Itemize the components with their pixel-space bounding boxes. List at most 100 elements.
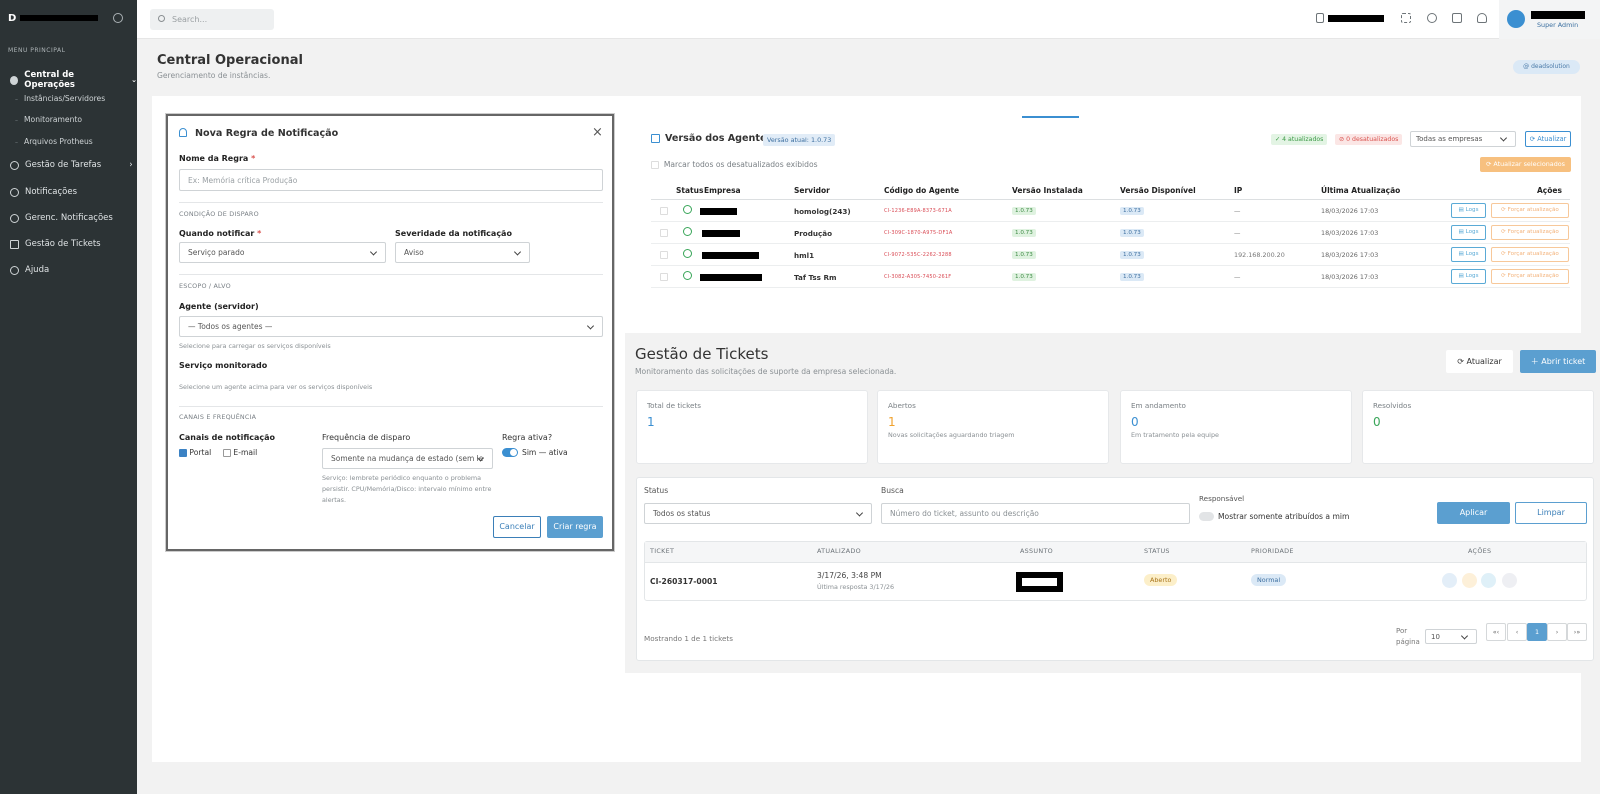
row-checkbox[interactable] — [660, 207, 668, 215]
ticket-id[interactable]: CI-260317-0001 — [650, 577, 718, 586]
logs-button[interactable]: ▤ Logs — [1451, 269, 1486, 284]
apply-filter-button[interactable]: Aplicar — [1437, 502, 1510, 524]
channel-portal-checkbox[interactable]: Portal — [179, 448, 211, 457]
active-label: Regra ativa? — [502, 433, 553, 442]
sidebar-item-ajuda[interactable]: Ajuda — [10, 265, 49, 275]
rule-name-input[interactable]: Ex: Memória crítica Produção — [179, 169, 603, 191]
search-input[interactable]: Search... — [150, 9, 274, 30]
logs-button[interactable]: ▤ Logs — [1451, 247, 1486, 262]
moon-icon[interactable] — [1427, 13, 1437, 23]
page-1-button[interactable]: 1 — [1527, 623, 1547, 641]
user-menu[interactable]: Super Admin — [1499, 0, 1600, 39]
col-codigo: Código do Agente — [884, 186, 960, 195]
checkbox[interactable] — [223, 449, 231, 457]
prev-page-button[interactable]: ‹ — [1507, 623, 1527, 641]
force-update-button[interactable]: ⟳ Forçar atualização — [1491, 269, 1569, 284]
logs-button[interactable]: ▤ Logs — [1451, 225, 1486, 240]
topbar: Search... Super Admin — [137, 0, 1600, 39]
status-select[interactable]: Todos os status — [644, 503, 872, 524]
chevron-down-icon — [586, 321, 595, 330]
sidebar-item-arquivos[interactable]: Arquivos Protheus — [15, 137, 93, 146]
ticket-priority-badge: Normal — [1251, 574, 1287, 586]
agent-label: Agente (servidor) — [179, 302, 259, 311]
section-channels: CANAIS E FREQUÊNCIA — [179, 413, 257, 421]
sidebar-toggle-icon[interactable] — [113, 13, 123, 23]
sidebar-item-central-operacoes[interactable]: Central de Operações ⌄ — [10, 70, 137, 90]
last-page-button[interactable]: ›» — [1567, 623, 1587, 641]
tenant-chip[interactable]: @ deadsolution — [1513, 60, 1580, 74]
checkbox[interactable] — [179, 449, 187, 457]
server-name: Produção — [794, 229, 833, 238]
sidebar-item-monitoramento[interactable]: Monitoramento — [15, 115, 82, 124]
sidebar-item-label: Ajuda — [25, 265, 50, 275]
force-update-button[interactable]: ⟳ Forçar atualização — [1491, 247, 1569, 262]
tasks-icon[interactable] — [1452, 13, 1462, 23]
chevron-down-icon — [1499, 134, 1508, 142]
freq-hint: Serviço: lembrete periódico enquanto o p… — [322, 474, 492, 504]
create-rule-button[interactable]: Criar regra — [547, 516, 603, 538]
company-icon[interactable] — [1316, 13, 1324, 23]
first-page-button[interactable]: «‹ — [1486, 623, 1506, 641]
company-filter-select[interactable]: Todas as empresas — [1410, 131, 1516, 147]
force-update-button[interactable]: ⟳ Forçar atualização — [1491, 203, 1569, 218]
user-role: Super Admin — [1537, 21, 1579, 29]
dashboard-icon — [10, 75, 19, 85]
edit-icon[interactable] — [1462, 573, 1477, 588]
section-trigger: CONDIÇÃO DE DISPARO — [179, 210, 259, 218]
sidebar-item-gerenc-notificacoes[interactable]: Gerenc. Notificações — [10, 213, 113, 223]
checkbox[interactable] — [651, 161, 659, 169]
close-icon[interactable]: × — [592, 125, 603, 140]
server-name: hml1 — [794, 251, 815, 260]
agent-code: CI-1236-E89A-8373-671A — [884, 208, 952, 214]
sidebar-item-gestao-tickets[interactable]: Gestão de Tickets — [10, 239, 101, 249]
notification-icon — [10, 187, 19, 197]
update-selected-button[interactable]: ⟳ Atualizar selecionados — [1480, 157, 1571, 172]
col-acoes: Ações — [1537, 186, 1562, 195]
mark-all-checkbox[interactable]: Marcar todos os desatualizados exibidos — [651, 160, 818, 169]
clear-filter-button[interactable]: Limpar — [1515, 502, 1587, 524]
view-icon[interactable] — [1442, 573, 1457, 588]
company-name — [1328, 15, 1384, 22]
cancel-button[interactable]: Cancelar — [493, 516, 541, 538]
fullscreen-icon[interactable] — [1401, 13, 1411, 23]
assigned-to-me-label: Mostrar somente atribuídos a mim — [1218, 512, 1350, 521]
search-icon — [158, 15, 165, 22]
row-checkbox[interactable] — [660, 229, 668, 237]
agent-select[interactable]: — Todos os agentes — — [179, 316, 603, 337]
freq-select[interactable]: Somente na mudança de estado (sem le — [322, 448, 493, 469]
when-select[interactable]: Serviço parado — [179, 242, 386, 263]
avatar — [1507, 10, 1525, 28]
logs-button[interactable]: ▤ Logs — [1451, 203, 1486, 218]
row-checkbox[interactable] — [660, 273, 668, 281]
chevron-down-icon — [855, 508, 864, 517]
open-ticket-button[interactable]: ＋ Abrir ticket — [1520, 350, 1596, 373]
row-checkbox[interactable] — [660, 251, 668, 259]
chevron-down-icon — [513, 247, 522, 256]
sidebar-item-gestao-tarefas[interactable]: Gestão de Tarefas › — [10, 160, 133, 170]
channel-email-checkbox[interactable]: E-mail — [223, 448, 257, 457]
agents-refresh-button[interactable]: ⟳ Atualizar — [1525, 131, 1571, 147]
active-toggle[interactable] — [502, 448, 518, 457]
agents-tab-indicator — [1022, 116, 1079, 118]
ticket-search-input[interactable]: Número do ticket, assunto ou descrição — [881, 503, 1190, 524]
assigned-to-me-toggle[interactable] — [1199, 512, 1214, 521]
per-page-select[interactable]: 10 — [1425, 629, 1477, 644]
ticket-last-reply: Última resposta 3/17/26 — [817, 583, 895, 591]
service-hint: Selecione um agente acima para ver os se… — [179, 383, 373, 391]
page-subtitle: Gerenciamento de instâncias. — [157, 71, 271, 80]
next-page-button[interactable]: › — [1547, 623, 1567, 641]
rule-name-label: Nome da Regra * — [179, 154, 256, 163]
bell-icon[interactable] — [1477, 13, 1487, 23]
print-icon[interactable] — [1502, 573, 1517, 588]
sidebar-item-instancias[interactable]: Instâncias/Servidores — [15, 94, 105, 103]
ip: — — [1234, 273, 1241, 281]
force-update-button[interactable]: ⟳ Forçar atualização — [1491, 225, 1569, 240]
installed-version: 1.0.73 — [1012, 273, 1036, 281]
tickets-title: Gestão de Tickets — [635, 345, 769, 363]
app-logo[interactable]: D — [8, 13, 98, 24]
sidebar-item-notificacoes[interactable]: Notificações — [10, 187, 77, 197]
col-empresa: Empresa — [704, 186, 741, 195]
attach-icon[interactable] — [1481, 573, 1496, 588]
severity-select[interactable]: Aviso — [395, 242, 530, 263]
tickets-refresh-button[interactable]: ⟳ Atualizar — [1446, 350, 1513, 373]
